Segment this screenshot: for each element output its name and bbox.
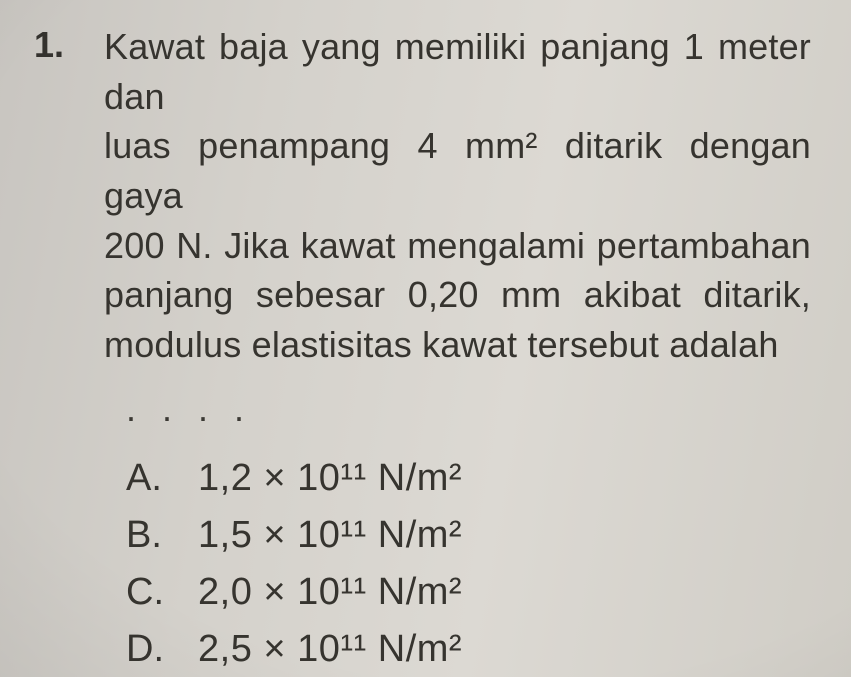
answer-choices: A. 1,2 × 10¹¹ N/m² B. 1,5 × 10¹¹ N/m² C.… bbox=[126, 450, 811, 677]
question-row: 1. Kawat baja yang memiliki panjang 1 me… bbox=[28, 22, 811, 370]
choice-letter: D. bbox=[126, 621, 198, 677]
question-number: 1. bbox=[28, 22, 104, 67]
choice-letter: A. bbox=[126, 450, 198, 507]
choice-letter: C. bbox=[126, 564, 198, 621]
question-line: panjang sebesar 0,20 mm akibat ditarik, bbox=[104, 270, 811, 320]
choice-value: 2,5 × 10¹¹ N/m² bbox=[198, 621, 462, 677]
choice-a: A. 1,2 × 10¹¹ N/m² bbox=[126, 450, 811, 507]
question-line: modulus elastisitas kawat tersebut adala… bbox=[104, 320, 811, 370]
question-line: 200 N. Jika kawat mengalami pertambahan bbox=[104, 221, 811, 271]
choice-c: C. 2,0 × 10¹¹ N/m² bbox=[126, 564, 811, 621]
choice-d: D. 2,5 × 10¹¹ N/m² bbox=[126, 621, 811, 677]
exam-page: 1. Kawat baja yang memiliki panjang 1 me… bbox=[0, 0, 851, 677]
choice-value: 2,0 × 10¹¹ N/m² bbox=[198, 564, 462, 621]
question-line: luas penampang 4 mm² ditarik dengan gaya bbox=[104, 121, 811, 220]
choice-value: 1,5 × 10¹¹ N/m² bbox=[198, 507, 462, 564]
question-line: Kawat baja yang memiliki panjang 1 meter… bbox=[104, 22, 811, 121]
choice-value: 1,2 × 10¹¹ N/m² bbox=[198, 450, 462, 507]
continuation-dots: . . . . bbox=[126, 388, 811, 430]
question-text: Kawat baja yang memiliki panjang 1 meter… bbox=[104, 22, 811, 370]
choice-letter: B. bbox=[126, 507, 198, 564]
choice-b: B. 1,5 × 10¹¹ N/m² bbox=[126, 507, 811, 564]
